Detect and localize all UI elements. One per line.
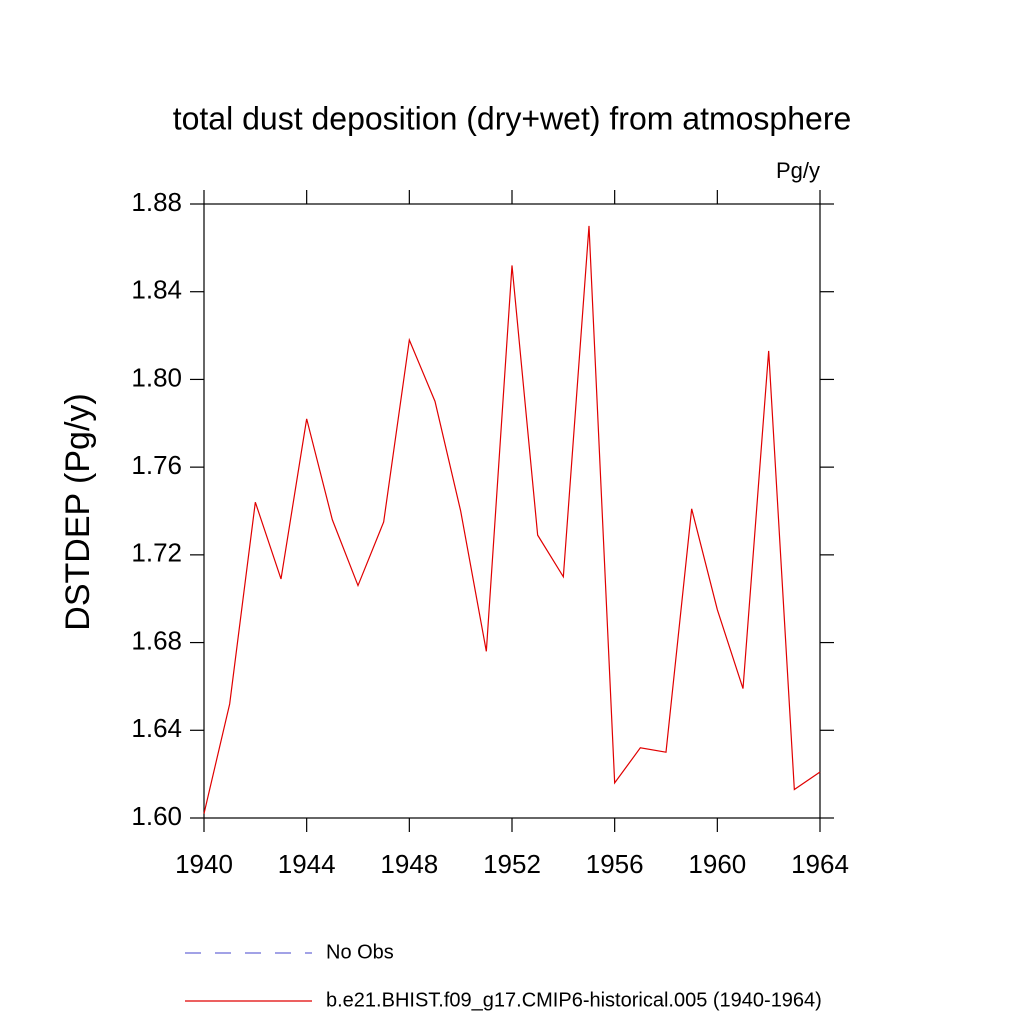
legend-label: b.e21.BHIST.f09_g17.CMIP6-historical.005… bbox=[326, 989, 822, 1011]
x-tick-label: 1952 bbox=[483, 849, 541, 879]
x-tick-label: 1960 bbox=[688, 849, 746, 879]
plot-frame bbox=[203, 203, 821, 819]
y-tick-label: 1.88 bbox=[131, 187, 182, 217]
x-tick-label: 1964 bbox=[791, 849, 849, 879]
y-tick-label: 1.64 bbox=[131, 713, 182, 743]
x-tick-label: 1956 bbox=[586, 849, 644, 879]
y-tick-label: 1.72 bbox=[131, 538, 182, 568]
units-label: Pg/y bbox=[776, 158, 820, 183]
y-tick-label: 1.68 bbox=[131, 625, 182, 655]
x-tick-label: 1940 bbox=[175, 849, 233, 879]
x-tick-label: 1944 bbox=[278, 849, 336, 879]
y-axis-label: DSTDEP (Pg/y) bbox=[59, 393, 97, 630]
data-line bbox=[203, 225, 821, 814]
y-tick-label: 1.84 bbox=[131, 275, 182, 305]
y-tick-label: 1.80 bbox=[131, 362, 182, 392]
x-tick-label: 1948 bbox=[380, 849, 438, 879]
y-tick-label: 1.76 bbox=[131, 450, 182, 480]
chart-title: total dust deposition (dry+wet) from atm… bbox=[173, 100, 852, 136]
legend-label: No Obs bbox=[326, 941, 394, 963]
y-tick-label: 1.60 bbox=[131, 801, 182, 831]
